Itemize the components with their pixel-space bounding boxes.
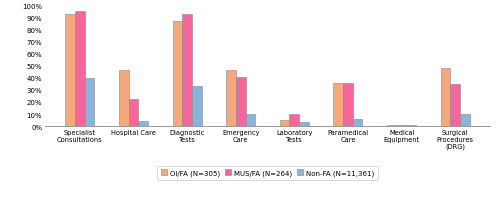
Bar	[387, 125, 397, 126]
Bar	[119, 71, 128, 126]
Bar	[84, 78, 94, 126]
Bar	[236, 77, 246, 126]
Bar	[246, 114, 255, 126]
Bar	[192, 87, 202, 126]
Bar	[406, 125, 416, 126]
Bar	[299, 123, 309, 126]
Bar	[450, 84, 460, 126]
Bar	[441, 69, 450, 126]
Legend: OI/FA (N=305), MUS/FA (N=264), Non-FA (N=11,361): OI/FA (N=305), MUS/FA (N=264), Non-FA (N…	[157, 166, 378, 180]
Bar	[138, 122, 148, 126]
Bar	[65, 14, 75, 126]
Bar	[397, 125, 406, 126]
Bar	[172, 22, 182, 126]
Bar	[75, 12, 85, 126]
Bar	[460, 114, 470, 126]
Bar	[334, 83, 343, 126]
Bar	[226, 71, 236, 126]
Bar	[343, 83, 353, 126]
Bar	[290, 114, 299, 126]
Bar	[353, 119, 362, 126]
Bar	[182, 14, 192, 126]
Bar	[128, 100, 138, 126]
Bar	[280, 120, 289, 126]
